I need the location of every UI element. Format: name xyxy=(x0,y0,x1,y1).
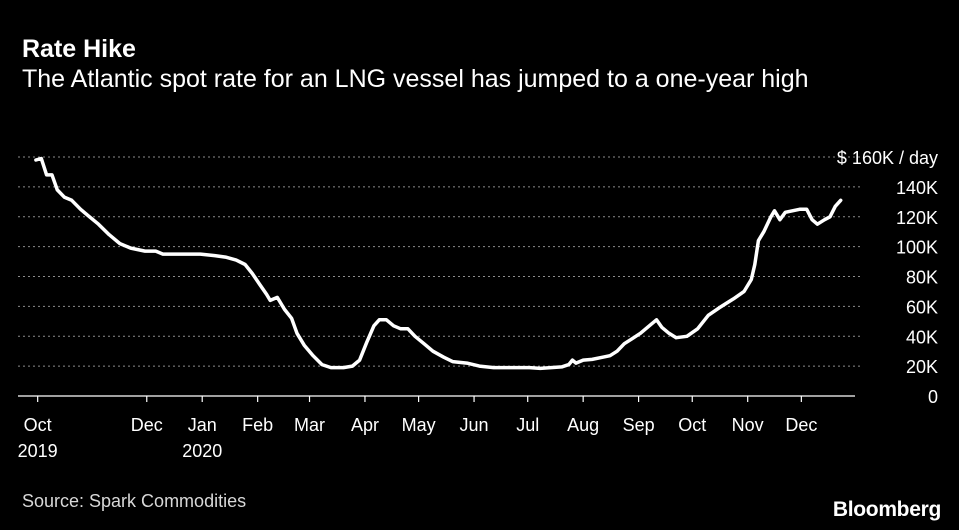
x-axis xyxy=(18,395,855,402)
line-chart: $ 160K / day 140K 120K 100K 80K 60K 40K 20K 0 Oc… xyxy=(18,148,938,461)
series-layer xyxy=(34,156,843,371)
x-tick-label: Oct xyxy=(678,415,706,435)
chart-subtitle: The Atlantic spot rate for an LNG vessel… xyxy=(22,65,809,93)
x-tick-label: Jun xyxy=(460,415,489,435)
chart-title: Rate Hike xyxy=(22,35,136,63)
x-tick-label: Jan xyxy=(188,415,217,435)
x-tick-label: Aug xyxy=(567,415,599,435)
y-tick-label: 140K xyxy=(896,178,938,198)
y-tick-label: 0 xyxy=(928,387,938,407)
x-tick-label: May xyxy=(402,415,436,435)
bloomberg-logo: Bloomberg xyxy=(832,498,941,521)
y-tick-label: 20K xyxy=(906,357,938,377)
series-line xyxy=(34,156,843,371)
x-tick-label: Dec xyxy=(785,415,817,435)
x-tick-label: Jul xyxy=(516,415,539,435)
y-axis-labels: $ 160K / day 140K 120K 100K 80K 60K 40K 20K 0 xyxy=(837,148,938,407)
grid-lines xyxy=(18,156,862,367)
source-note: Source: Spark Commodities xyxy=(22,491,247,511)
y-tick-label: $ 160K / day xyxy=(837,148,938,168)
x-tick-label: Sep xyxy=(623,415,655,435)
x-tick-label: Feb xyxy=(242,415,273,435)
y-tick-label: 100K xyxy=(896,238,938,258)
x-tick-label: Mar xyxy=(294,415,325,435)
y-tick-label: 80K xyxy=(906,268,938,288)
x-tick-label: Oct xyxy=(24,415,52,435)
y-tick-label: 120K xyxy=(896,208,938,228)
x-tick-label: Apr xyxy=(351,415,379,435)
x-tick-label: Nov xyxy=(732,415,764,435)
x-tick-year-label: 2020 xyxy=(182,441,222,461)
y-tick-label: 60K xyxy=(906,297,938,317)
y-tick-label: 40K xyxy=(906,327,938,347)
x-tick-label: Dec xyxy=(131,415,163,435)
x-tick-year-label: 2019 xyxy=(18,441,58,461)
x-axis-labels: Oct 2019 Dec Jan 2020 Feb Mar Apr May Jun Jul Aug Se… xyxy=(18,415,818,461)
